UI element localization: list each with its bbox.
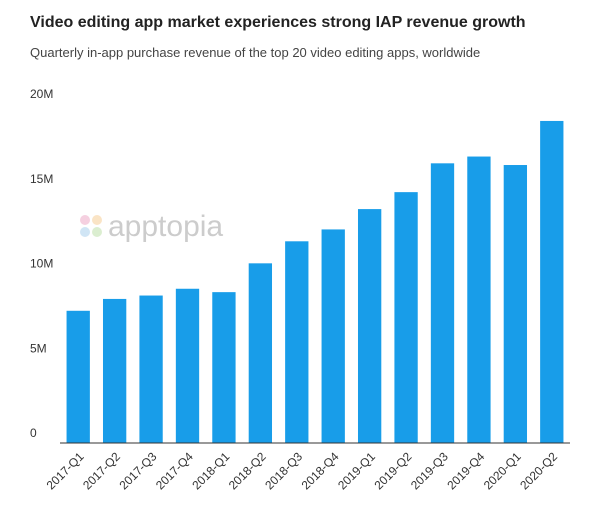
x-tick-label: 2019-Q4 [444, 449, 487, 492]
x-tick-label: 2018-Q3 [262, 449, 305, 492]
bar [467, 156, 491, 444]
bar [139, 295, 163, 443]
x-tick-label: 2017-Q2 [80, 449, 123, 492]
x-tick-label: 2018-Q4 [299, 449, 342, 492]
x-tick-label: 2018-Q2 [226, 449, 269, 492]
x-tick-label: 2018-Q1 [189, 449, 232, 492]
bar [357, 209, 382, 443]
x-tick-label: 2019-Q2 [372, 449, 415, 492]
watermark: apptopia [108, 210, 223, 243]
chart-title: Video editing app market experiences str… [30, 14, 526, 31]
x-tick-label: 2020-Q1 [481, 449, 524, 492]
x-tick-label: 2017-Q3 [117, 449, 160, 492]
bar [212, 292, 236, 443]
y-tick-label: 0 [30, 426, 37, 440]
bar [102, 298, 127, 443]
chart-subtitle: Quarterly in-app purchase revenue of the… [30, 45, 480, 60]
x-tick-label: 2017-Q1 [44, 449, 87, 492]
bar [430, 163, 455, 443]
bar [394, 192, 418, 443]
y-tick-label: 5M [30, 341, 47, 355]
bar [503, 165, 528, 443]
watermark-logo [80, 215, 102, 237]
bar [248, 263, 273, 443]
bar [321, 229, 345, 443]
x-tick-label: 2019-Q1 [335, 449, 378, 492]
bar [285, 241, 309, 443]
bar [175, 288, 200, 443]
bar [540, 120, 564, 443]
y-tick-label: 20M [30, 87, 53, 101]
y-tick-label: 15M [30, 172, 53, 186]
bar [66, 310, 90, 443]
x-tick-label: 2019-Q3 [408, 449, 451, 492]
y-tick-label: 10M [30, 257, 53, 271]
x-tick-label: 2020-Q2 [517, 449, 560, 492]
x-tick-label: 2017-Q4 [153, 449, 196, 492]
